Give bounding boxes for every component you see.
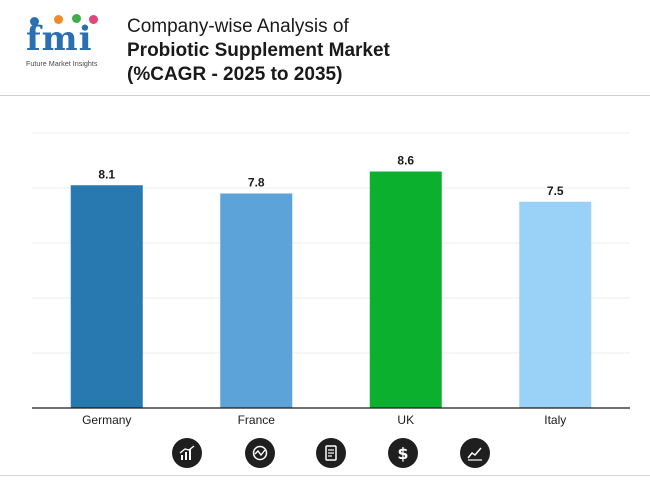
bar-growth-icon[interactable] [172,438,202,468]
trend-chart-icon[interactable] [460,438,490,468]
header: fmi Future Market Insights Company-wise … [0,0,650,96]
title-line-3: (%CAGR - 2025 to 2035) [127,64,343,85]
logo-dot-blue [30,17,39,26]
header-divider [0,95,650,96]
report-document-icon[interactable] [316,438,346,468]
bar-italy [519,201,592,408]
title-line-2: Probiotic Supplement Market [127,40,390,61]
footer-icon-row: $ [0,436,650,472]
dollar-icon[interactable]: $ [388,438,418,468]
data-label-italy: 7.5 [547,184,564,198]
data-label-france: 7.8 [248,176,265,190]
data-label-uk: 8.6 [397,154,414,168]
logo-dot-pink [89,15,98,24]
svg-text:$: $ [397,444,408,462]
x-tick-label-uk: UK [397,413,414,427]
bar-uk [369,171,442,408]
data-label-germany: 8.1 [98,167,115,181]
page-title: Company-wise Analysis of Probiotic Suppl… [127,15,390,87]
logo-letters: fmi [26,19,93,59]
analytics-gauge-icon[interactable] [245,438,275,468]
fmi-logo: fmi Future Market Insights [26,12,110,72]
title-line-1: Company-wise Analysis of [127,16,349,37]
x-tick-label-germany: Germany [82,413,131,427]
x-tick-label-france: France [238,413,276,427]
bar-chart: 8.1 Germany 7.8 France 8.6 UK 7.5 Italy [0,96,650,436]
bar-france [220,193,293,408]
chart-canvas: 8.1 Germany 7.8 France 8.6 UK 7.5 Italy [32,132,630,427]
bar-germany [70,185,143,408]
logo-subtitle: Future Market Insights [26,59,98,68]
x-tick-label-italy: Italy [544,413,566,427]
logo-dot-green [72,14,81,23]
footer-divider [0,475,650,476]
logo-dot-orange [54,15,63,24]
